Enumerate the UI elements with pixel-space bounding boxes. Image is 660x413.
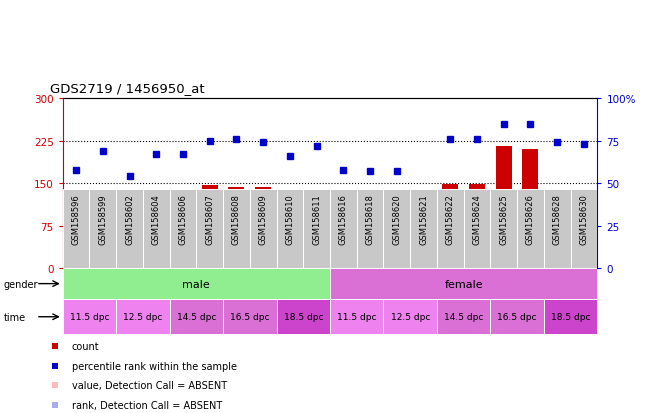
Bar: [544, 299, 597, 335]
Text: GSM158607: GSM158607: [205, 194, 214, 244]
Bar: [496, 147, 512, 268]
Bar: [490, 299, 544, 335]
Text: GSM158626: GSM158626: [526, 194, 535, 244]
Text: male: male: [182, 279, 211, 289]
Text: GSM158620: GSM158620: [392, 194, 401, 244]
Bar: [576, 190, 592, 268]
Bar: [389, 232, 405, 268]
Bar: [228, 188, 244, 268]
Bar: [63, 299, 116, 335]
Bar: [469, 185, 485, 268]
Text: value, Detection Call = ABSENT: value, Detection Call = ABSENT: [72, 380, 227, 391]
Text: percentile rank within the sample: percentile rank within the sample: [72, 361, 237, 371]
Text: gender: gender: [3, 279, 38, 289]
Bar: [442, 185, 458, 268]
Text: GSM158602: GSM158602: [125, 194, 134, 244]
Bar: [304, 190, 330, 268]
Bar: [170, 299, 223, 335]
Text: GSM158608: GSM158608: [232, 194, 241, 244]
Text: GSM158611: GSM158611: [312, 194, 321, 244]
Bar: [63, 268, 330, 299]
Text: GSM158609: GSM158609: [259, 194, 268, 244]
Text: 11.5 dpc: 11.5 dpc: [337, 313, 376, 321]
Text: time: time: [3, 312, 26, 322]
Bar: [570, 190, 597, 268]
Text: 18.5 dpc: 18.5 dpc: [551, 313, 590, 321]
Bar: [63, 190, 90, 268]
Bar: [330, 190, 356, 268]
Bar: [437, 299, 490, 335]
Text: rank, Detection Call = ABSENT: rank, Detection Call = ABSENT: [72, 400, 222, 410]
Bar: [143, 190, 170, 268]
Bar: [116, 190, 143, 268]
Bar: [362, 190, 378, 268]
Text: GSM158599: GSM158599: [98, 194, 108, 244]
Bar: [90, 190, 116, 268]
Bar: [277, 190, 304, 268]
Text: 14.5 dpc: 14.5 dpc: [444, 313, 483, 321]
Bar: [68, 228, 84, 268]
Bar: [277, 299, 330, 335]
Bar: [544, 190, 571, 268]
Bar: [330, 299, 383, 335]
Text: GSM158628: GSM158628: [552, 194, 562, 244]
Text: GSM158630: GSM158630: [579, 194, 589, 244]
Bar: [437, 190, 464, 268]
Text: 16.5 dpc: 16.5 dpc: [230, 313, 269, 321]
Bar: [383, 299, 437, 335]
Text: GSM158618: GSM158618: [366, 194, 375, 244]
Bar: [148, 215, 164, 268]
Bar: [170, 190, 197, 268]
Bar: [383, 190, 411, 268]
Text: 12.5 dpc: 12.5 dpc: [123, 313, 162, 321]
Bar: [517, 190, 544, 268]
Bar: [356, 190, 383, 268]
Bar: [416, 267, 432, 268]
Text: GSM158625: GSM158625: [499, 194, 508, 244]
Bar: [197, 190, 223, 268]
Bar: [121, 230, 137, 268]
Bar: [549, 190, 565, 268]
Text: GSM158596: GSM158596: [71, 194, 81, 244]
Text: 11.5 dpc: 11.5 dpc: [70, 313, 109, 321]
Bar: [223, 299, 277, 335]
Text: 12.5 dpc: 12.5 dpc: [391, 313, 430, 321]
Text: 18.5 dpc: 18.5 dpc: [284, 313, 323, 321]
Bar: [250, 190, 277, 268]
Bar: [255, 188, 271, 268]
Bar: [330, 268, 597, 299]
Bar: [202, 185, 218, 268]
Bar: [335, 226, 351, 268]
Bar: [490, 190, 517, 268]
Bar: [411, 190, 437, 268]
Bar: [523, 150, 539, 268]
Text: GSM158621: GSM158621: [419, 194, 428, 244]
Text: count: count: [72, 341, 100, 351]
Text: GSM158616: GSM158616: [339, 194, 348, 244]
Bar: [309, 198, 325, 268]
Bar: [95, 206, 111, 268]
Bar: [116, 299, 170, 335]
Bar: [223, 190, 249, 268]
Text: GDS2719 / 1456950_at: GDS2719 / 1456950_at: [50, 82, 204, 95]
Bar: [282, 215, 298, 268]
Text: female: female: [444, 279, 483, 289]
Text: GSM158624: GSM158624: [473, 194, 482, 244]
Bar: [463, 190, 490, 268]
Bar: [175, 201, 191, 268]
Text: GSM158610: GSM158610: [285, 194, 294, 244]
Text: GSM158606: GSM158606: [178, 194, 187, 244]
Text: 14.5 dpc: 14.5 dpc: [177, 313, 216, 321]
Text: GSM158622: GSM158622: [446, 194, 455, 244]
Text: GSM158604: GSM158604: [152, 194, 161, 244]
Text: 16.5 dpc: 16.5 dpc: [498, 313, 537, 321]
